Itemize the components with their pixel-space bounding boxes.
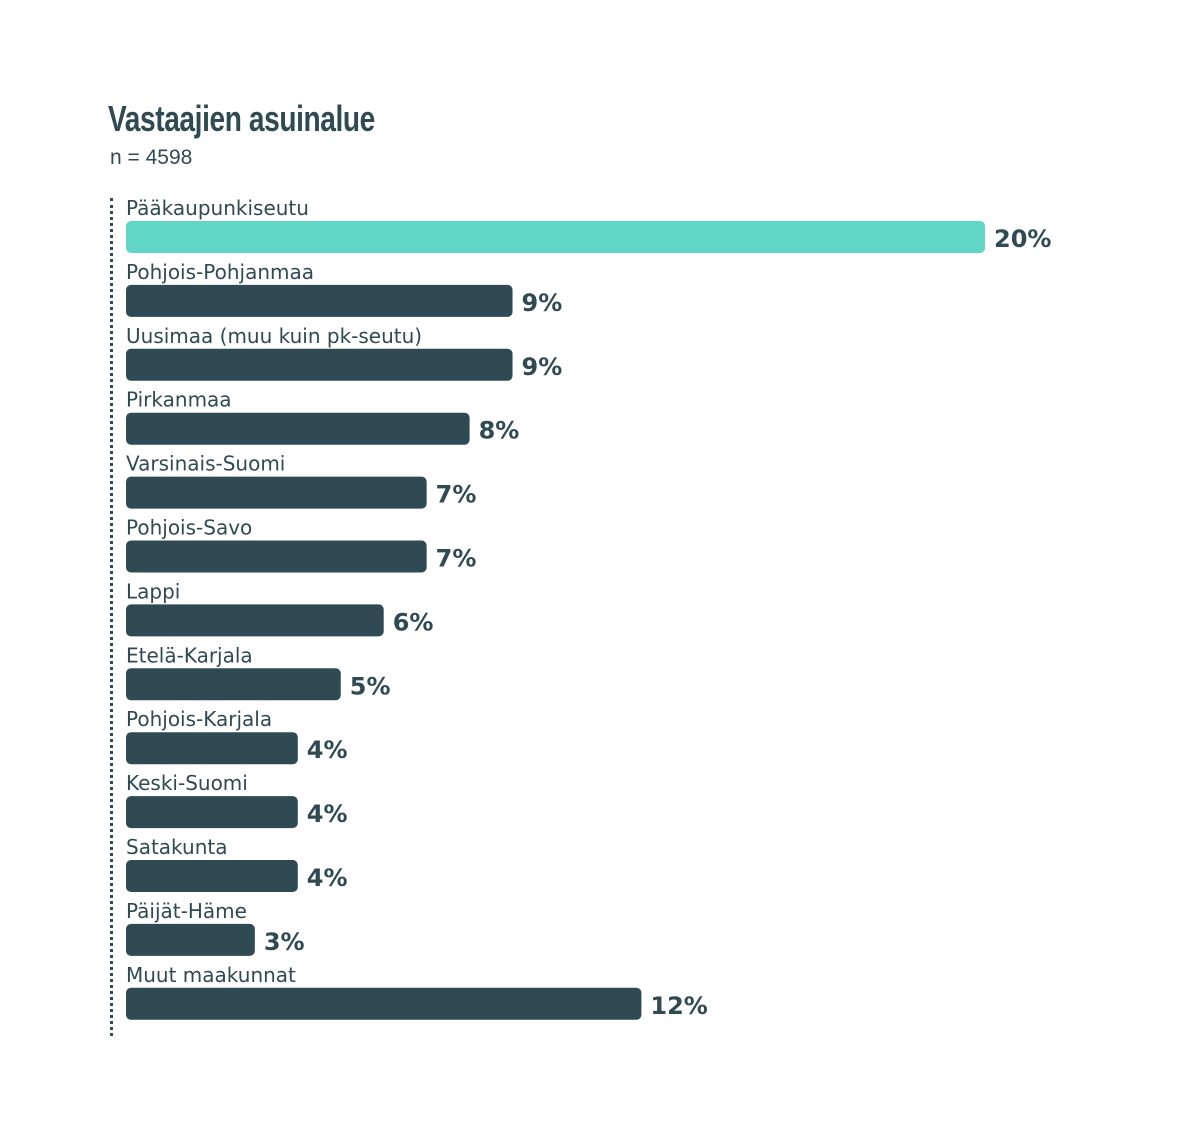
- category-label: Muut maakunnat: [126, 963, 296, 987]
- category-label: Pääkaupunkiseutu: [126, 196, 309, 220]
- bar: [126, 923, 255, 956]
- bar: [126, 604, 384, 637]
- bar: [126, 221, 985, 253]
- bar: [126, 284, 513, 317]
- category-label: Pirkanmaa: [126, 388, 232, 412]
- bar: [126, 412, 470, 445]
- value-label: 7%: [436, 545, 477, 573]
- bar: [126, 796, 298, 829]
- value-label: 6%: [393, 608, 434, 636]
- chart-subtitle: n = 4598: [110, 146, 193, 169]
- value-label: 8%: [479, 417, 520, 445]
- value-label: 5%: [350, 672, 391, 700]
- value-label: 9%: [522, 353, 563, 381]
- category-label: Etelä-Karjala: [126, 643, 253, 667]
- value-label: 4%: [307, 800, 348, 828]
- bar: [126, 540, 427, 573]
- bar: [126, 860, 298, 892]
- category-label: Keski-Suomi: [126, 771, 248, 795]
- value-label: 3%: [264, 928, 305, 956]
- category-label: Pohjois-Savo: [126, 516, 252, 540]
- category-label: Satakunta: [126, 835, 227, 859]
- bar: [126, 348, 513, 381]
- category-label: Pohjois-Karjala: [126, 707, 272, 731]
- category-label: Lappi: [126, 579, 180, 603]
- category-label: Varsinais-Suomi: [126, 452, 285, 476]
- y-axis-line: [110, 198, 113, 1036]
- bar: [126, 668, 341, 701]
- value-label: 9%: [522, 289, 563, 317]
- value-label: 4%: [307, 736, 348, 764]
- value-label: 12%: [650, 992, 707, 1020]
- value-label: 7%: [436, 481, 477, 509]
- chart-title: Vastaajien asuinalue: [108, 98, 375, 139]
- bar: [126, 476, 427, 509]
- value-label: 20%: [994, 225, 1051, 253]
- bar: [126, 732, 298, 765]
- category-label: Uusimaa (muu kuin pk-seutu): [126, 324, 422, 348]
- category-label: Pohjois-Pohjanmaa: [126, 260, 314, 284]
- value-label: 4%: [307, 864, 348, 892]
- bar: [126, 987, 642, 1020]
- category-label: Päijät-Häme: [126, 899, 247, 923]
